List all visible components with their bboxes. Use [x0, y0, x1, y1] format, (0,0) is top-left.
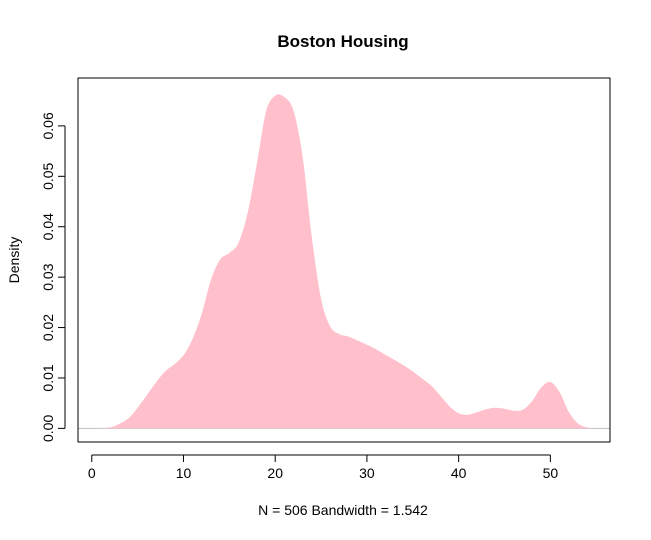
x-tick-label: 50 — [543, 465, 559, 481]
y-axis: 0.00 0.01 0.02 0.03 0.04 0.05 0.06 — [40, 112, 66, 442]
y-tick-label: 0.00 — [40, 415, 56, 442]
x-tick-label: 40 — [451, 465, 467, 481]
y-tick-label: 0.05 — [40, 162, 56, 189]
chart-title: Boston Housing — [277, 32, 408, 51]
x-tick-label: 10 — [176, 465, 192, 481]
y-axis-label: Density — [6, 237, 22, 284]
x-axis-label: N = 506 Bandwidth = 1.542 — [258, 502, 428, 518]
x-tick-label: 0 — [88, 465, 96, 481]
x-tick-label: 30 — [359, 465, 375, 481]
density-area — [95, 94, 606, 429]
y-tick-label: 0.02 — [40, 314, 56, 341]
y-tick-label: 0.06 — [40, 112, 56, 139]
y-tick-label: 0.04 — [40, 213, 56, 240]
x-tick-label: 20 — [267, 465, 283, 481]
y-tick-label: 0.03 — [40, 263, 56, 290]
y-tick-label: 0.01 — [40, 364, 56, 391]
x-axis: 0 10 20 30 40 50 — [88, 454, 559, 481]
plot-frame — [77, 77, 611, 443]
plot-content — [78, 94, 610, 429]
